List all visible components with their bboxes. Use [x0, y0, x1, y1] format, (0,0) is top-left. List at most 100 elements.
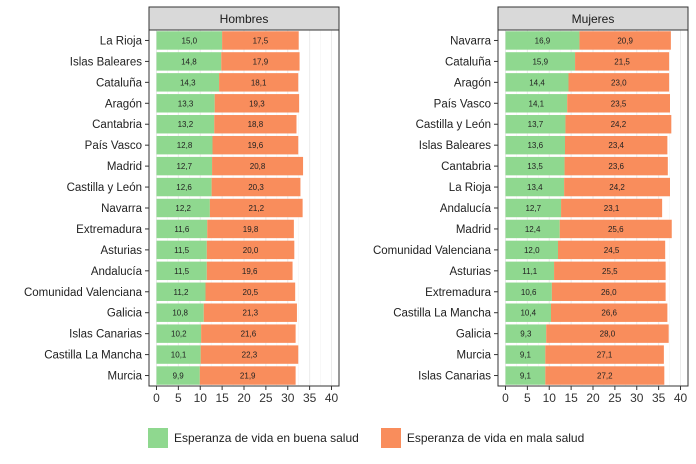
data-label-good-health: 12,0: [524, 246, 540, 255]
x-tick-label: 10: [194, 391, 208, 405]
y-tick-label: Asturias: [449, 266, 491, 278]
bar-poor-health: [551, 303, 668, 322]
x-tick-label: 40: [674, 391, 688, 405]
y-tick-label: Cantabria: [441, 161, 491, 173]
data-label-poor-health: 19,8: [243, 225, 259, 234]
bar-good-health: [156, 198, 210, 218]
bar-good-health: [505, 135, 565, 155]
x-tick-label: 30: [630, 391, 644, 405]
data-label-good-health: 11,5: [174, 267, 190, 276]
y-tick-label: La Rioja: [100, 35, 143, 47]
data-label-good-health: 9,1: [520, 372, 532, 381]
x-tick-label: 25: [259, 391, 273, 405]
x-tick-label: 15: [215, 391, 229, 405]
y-tick-label: País Vasco: [85, 140, 142, 152]
bar-good-health: [156, 135, 213, 155]
x-tick-label: 25: [608, 391, 622, 405]
y-tick-label: Extremadura: [425, 287, 491, 299]
y-tick-label: Islas Baleares: [70, 56, 142, 68]
y-tick-label: Extremadura: [76, 224, 142, 236]
y-tick-label: Navarra: [101, 203, 143, 215]
data-label-good-health: 12,7: [525, 204, 541, 213]
data-label-poor-health: 27,2: [597, 372, 613, 381]
x-tick-label: 40: [325, 391, 339, 405]
y-tick-label: Castilla La Mancha: [44, 350, 142, 362]
data-label-poor-health: 23,6: [608, 162, 624, 171]
y-tick-label: Asturias: [100, 245, 142, 257]
x-tick-label: 15: [564, 391, 578, 405]
panel-mujeres: Mujeres Navarra 16,9 20,9 Cataluña 15,9 21,5 Ar…: [373, 6, 689, 405]
y-tick-label: Castilla y León: [416, 119, 491, 131]
y-tick-label: Comunidad Valenciana: [24, 287, 143, 299]
x-tick-label: 35: [652, 391, 666, 405]
bar-good-health: [505, 219, 560, 239]
data-label-poor-health: 19,6: [242, 267, 258, 276]
bar-good-health: [505, 198, 562, 218]
data-label-poor-health: 21,5: [614, 57, 630, 66]
data-label-good-health: 14,4: [529, 78, 545, 87]
data-label-poor-health: 20,5: [243, 288, 259, 297]
data-label-poor-health: 17,9: [253, 57, 269, 66]
bar-good-health: [156, 73, 220, 92]
data-label-good-health: 12,7: [176, 162, 192, 171]
data-label-poor-health: 20,8: [250, 162, 266, 171]
data-label-good-health: 13,6: [527, 141, 543, 150]
bar-poor-health: [212, 135, 299, 155]
data-label-good-health: 12,8: [177, 141, 193, 150]
bar-poor-health: [214, 94, 300, 113]
bar-poor-health: [565, 135, 668, 155]
data-label-good-health: 10,2: [171, 330, 187, 339]
bar-poor-health: [219, 73, 299, 92]
bar-poor-health: [203, 303, 297, 322]
bar-poor-health: [565, 115, 672, 134]
bar-good-health: [156, 366, 200, 385]
data-label-good-health: 11,2: [174, 288, 190, 297]
bar-good-health: [156, 156, 213, 176]
bar-poor-health: [545, 366, 665, 385]
y-tick-label: Galicia: [456, 329, 492, 341]
bar-good-health: [156, 52, 222, 71]
data-label-good-health: 13,5: [527, 162, 543, 171]
bar-good-health: [156, 261, 207, 281]
data-label-poor-health: 23,0: [611, 78, 627, 87]
data-label-poor-health: 20,3: [248, 183, 264, 192]
data-label-poor-health: 20,9: [617, 36, 633, 45]
bar-good-health: [505, 366, 546, 385]
y-tick-label: Aragón: [454, 77, 491, 89]
data-label-poor-health: 26,6: [601, 309, 617, 318]
bar-good-health: [505, 282, 552, 301]
bar-good-health: [505, 115, 566, 134]
data-label-good-health: 15,0: [182, 36, 198, 45]
bar-poor-health: [575, 52, 670, 71]
data-label-poor-health: 25,6: [608, 225, 624, 234]
data-label-poor-health: 28,0: [600, 330, 616, 339]
data-label-good-health: 9,1: [520, 351, 532, 360]
y-tick-label: Cataluña: [445, 56, 492, 68]
bar-good-health: [156, 345, 201, 364]
chart-legend: Esperanza de vida en buena salud Esperan…: [148, 428, 606, 448]
x-tick-label: 10: [543, 391, 557, 405]
bar-good-health: [156, 31, 223, 50]
bar-poor-health: [561, 198, 663, 218]
data-label-good-health: 10,6: [521, 288, 537, 297]
x-tick-label: 30: [281, 391, 295, 405]
bar-good-health: [505, 52, 576, 71]
data-label-good-health: 13,3: [178, 99, 194, 108]
legend-item-poor-health: Esperanza de vida en mala salud: [380, 428, 584, 448]
bar-poor-health: [564, 156, 668, 176]
bar-poor-health: [567, 94, 670, 113]
y-tick-label: Islas Baleares: [419, 140, 491, 152]
bar-good-health: [156, 303, 204, 322]
data-label-good-health: 11,1: [522, 267, 538, 276]
bar-good-health: [156, 94, 215, 113]
bar-good-health: [505, 303, 551, 322]
bar-poor-health: [209, 198, 303, 218]
bar-good-health: [505, 345, 546, 364]
data-label-good-health: 13,2: [178, 120, 194, 129]
data-label-good-health: 12,6: [176, 183, 192, 192]
y-tick-label: Aragón: [105, 98, 142, 110]
bar-poor-health: [206, 261, 293, 281]
data-label-good-health: 12,4: [525, 225, 541, 234]
legend-swatch-poor-health: [380, 428, 401, 448]
data-label-poor-health: 20,0: [243, 246, 259, 255]
